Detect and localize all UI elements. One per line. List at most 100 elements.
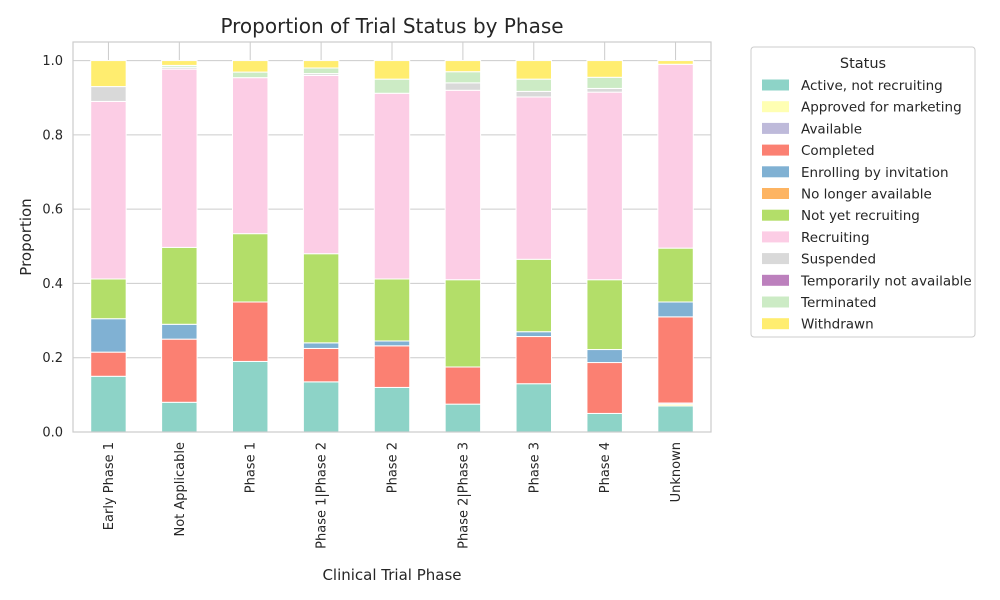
legend-swatch: [762, 79, 789, 91]
bar-segment: [302, 381, 340, 433]
y-tick-label: 0.8: [42, 128, 63, 143]
legend-label: Completed: [801, 143, 875, 159]
bar-segment: [90, 100, 127, 280]
x-tick-label: Phase 1|Phase 2: [315, 442, 330, 549]
bar-segment: [586, 60, 623, 78]
bar-segment: [444, 71, 482, 84]
y-tick-label: 0.6: [42, 203, 63, 218]
x-axis-label: Clinical Trial Phase: [322, 566, 461, 584]
x-tick-label: Early Phase 1: [102, 442, 117, 530]
bar-segment: [232, 233, 269, 303]
bar-segment: [302, 74, 340, 255]
bar-segment: [373, 92, 411, 280]
bar-segment: [161, 401, 198, 433]
x-tick-label: Not Applicable: [173, 442, 188, 537]
bar-segment: [161, 338, 198, 403]
y-tick-label: 0.2: [42, 351, 63, 366]
legend-swatch: [762, 122, 789, 134]
bar-segment: [657, 405, 694, 433]
bar-segment: [444, 89, 482, 281]
bar-segment: [586, 362, 623, 414]
bar-segment: [302, 342, 340, 349]
bar-segment: [232, 301, 269, 362]
bar-segment: [657, 316, 694, 404]
bar-segment: [515, 383, 552, 433]
legend-frame: [750, 46, 976, 338]
bar-segment: [444, 82, 482, 91]
legend-label: Approved for marketing: [801, 100, 962, 116]
legend-title: Status: [840, 56, 886, 72]
legend-label: Withdrawn: [801, 317, 874, 333]
y-axis-label: Proportion: [17, 198, 35, 275]
bar-segment: [302, 347, 340, 383]
bar-segment: [90, 60, 127, 88]
x-tick-label: Unknown: [669, 442, 684, 502]
legend-label: Suspended: [801, 252, 876, 268]
legend-label: Not yet recruiting: [801, 208, 920, 224]
x-tick-label: Phase 3: [527, 442, 542, 493]
bar-segment: [90, 375, 127, 433]
x-tick-label: Phase 1: [244, 442, 259, 493]
bar-segment: [373, 340, 411, 347]
bar-segment: [515, 60, 552, 80]
bar-segment: [302, 67, 340, 75]
legend-swatch: [762, 166, 789, 178]
bar-segment: [586, 91, 623, 281]
legend: Status Active, not recruiting Approved fo…: [750, 46, 976, 338]
bar-segment: [657, 60, 694, 65]
bar-segment: [90, 318, 127, 353]
bar-segment: [161, 246, 198, 325]
bar-segment: [515, 331, 552, 338]
bar-segment: [586, 76, 623, 89]
bar-segment: [444, 60, 482, 73]
legend-label: Active, not recruiting: [801, 78, 943, 94]
bar-segment: [515, 90, 552, 98]
bar-segment: [444, 279, 482, 368]
bar-segment: [515, 258, 552, 333]
bar-segment: [515, 96, 552, 260]
x-tick-label: Phase 2: [386, 442, 401, 493]
x-tick-label: Phase 4: [598, 442, 613, 493]
legend-swatch: [762, 296, 789, 308]
legend-label: Terminated: [800, 295, 876, 311]
bar-segment: [373, 386, 411, 433]
legend-swatch: [762, 188, 789, 199]
bar-segment: [161, 68, 198, 248]
bar-segment: [586, 349, 623, 364]
bar-segment: [232, 360, 269, 433]
bar-segment: [657, 247, 694, 303]
legend-swatch: [762, 144, 789, 156]
legend-swatch: [762, 231, 789, 243]
bar-segment: [90, 351, 127, 377]
bar-segment: [232, 60, 269, 73]
plot-area: 0.0 0.2 0.4 0.6 0.8 1.0 Early Phase 1 Not Appli…: [42, 41, 712, 549]
bar-segment: [161, 323, 198, 340]
legend-label: No longer available: [801, 187, 932, 203]
bar-segment: [515, 78, 552, 92]
y-tick-label: 1.0: [42, 54, 63, 69]
bar-segment: [90, 86, 127, 102]
bar-segment: [373, 345, 411, 388]
chart-title: Proportion of Trial Status by Phase: [220, 14, 563, 38]
x-tick-label: Phase 2|Phase 3: [456, 442, 471, 549]
legend-swatch: [762, 318, 789, 330]
bar-segment: [373, 60, 411, 80]
bar-segment: [657, 63, 694, 249]
legend-label: Available: [801, 121, 862, 137]
bar-segment: [373, 278, 411, 342]
bar-segment: [444, 366, 482, 405]
y-tick-label: 0.0: [42, 426, 63, 441]
bar-segment: [90, 278, 127, 320]
legend-swatch: [762, 274, 789, 286]
legend-swatch: [762, 101, 789, 113]
bar-segment: [373, 78, 411, 94]
bar-segment: [302, 60, 340, 69]
legend-swatch: [762, 253, 789, 265]
bar-segment: [586, 87, 623, 93]
bar-segment: [232, 71, 269, 79]
bar-segment: [586, 412, 623, 433]
bar-segment: [657, 301, 694, 318]
legend-swatch: [762, 209, 789, 221]
legend-label: Enrolling by invitation: [801, 165, 949, 181]
